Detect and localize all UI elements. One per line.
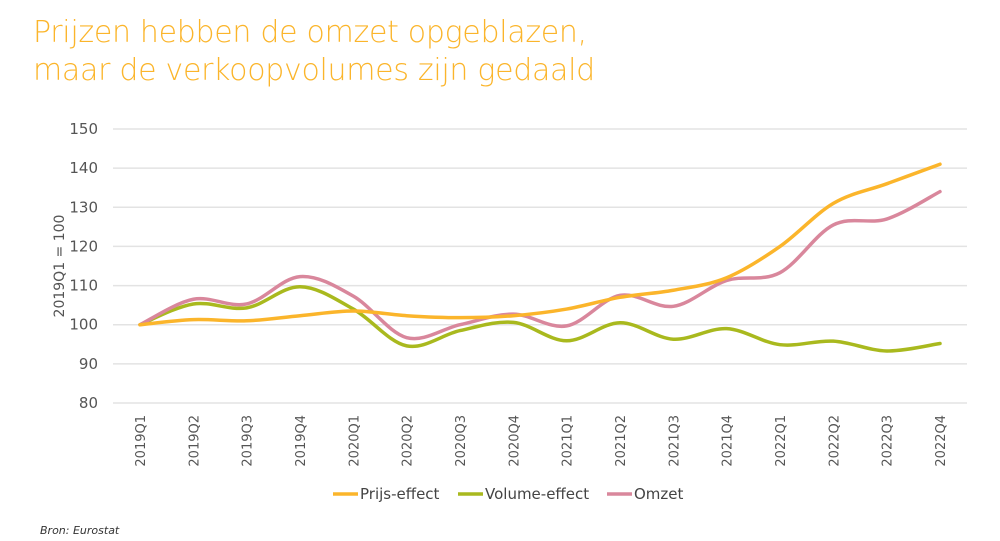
title-line-2: maar de verkoopvolumes zijn gedaald (33, 53, 595, 88)
series-line-prijs-effect (138, 162, 942, 327)
series-line-volume-effect (138, 284, 942, 353)
series-line-omzet (138, 189, 942, 341)
title-line-1: Prijzen hebben de omzet opgeblazen, (33, 15, 587, 50)
y-tick-label: 150 (69, 120, 98, 138)
y-tick-label: 90 (79, 355, 98, 373)
x-tick-label: 2022Q4 (934, 415, 949, 467)
y-tick-label: 140 (69, 159, 98, 177)
legend-label: Volume-effect (485, 485, 589, 503)
x-tick-label: 2020Q3 (454, 415, 469, 467)
x-tick-label: 2020Q4 (507, 415, 522, 467)
x-tick-label: 2021Q4 (721, 415, 736, 467)
y-tick-label: 130 (69, 198, 98, 216)
x-tick-label: 2022Q2 (827, 415, 842, 467)
legend-label: Prijs-effect (360, 485, 440, 503)
x-tick-label: 2020Q1 (347, 415, 362, 467)
x-tick-label: 2021Q2 (614, 415, 629, 467)
x-tick-label: 2022Q1 (774, 415, 789, 467)
x-tick-label: 2021Q3 (667, 415, 682, 467)
y-tick-label: 80 (79, 394, 98, 412)
x-tick-label: 2019Q1 (134, 415, 149, 467)
x-tick-label: 2019Q2 (187, 415, 202, 467)
x-tick-label: 2019Q3 (241, 415, 256, 467)
legend-label: Omzet (634, 485, 684, 503)
x-tick-label: 2020Q2 (401, 415, 416, 467)
y-tick-label: 110 (69, 277, 98, 295)
y-tick-label: 100 (69, 316, 98, 334)
x-tick-label: 2022Q3 (881, 415, 896, 467)
x-tick-label: 2021Q1 (561, 415, 576, 467)
y-tick-label: 120 (69, 237, 98, 255)
x-tick-label: 2019Q4 (294, 415, 309, 467)
y-axis-label: 2019Q1 = 100 (52, 215, 68, 318)
chart-title: Prijzen hebben de omzet opgeblazen, maar… (33, 14, 595, 90)
source-note: Bron: Eurostat (40, 524, 120, 537)
